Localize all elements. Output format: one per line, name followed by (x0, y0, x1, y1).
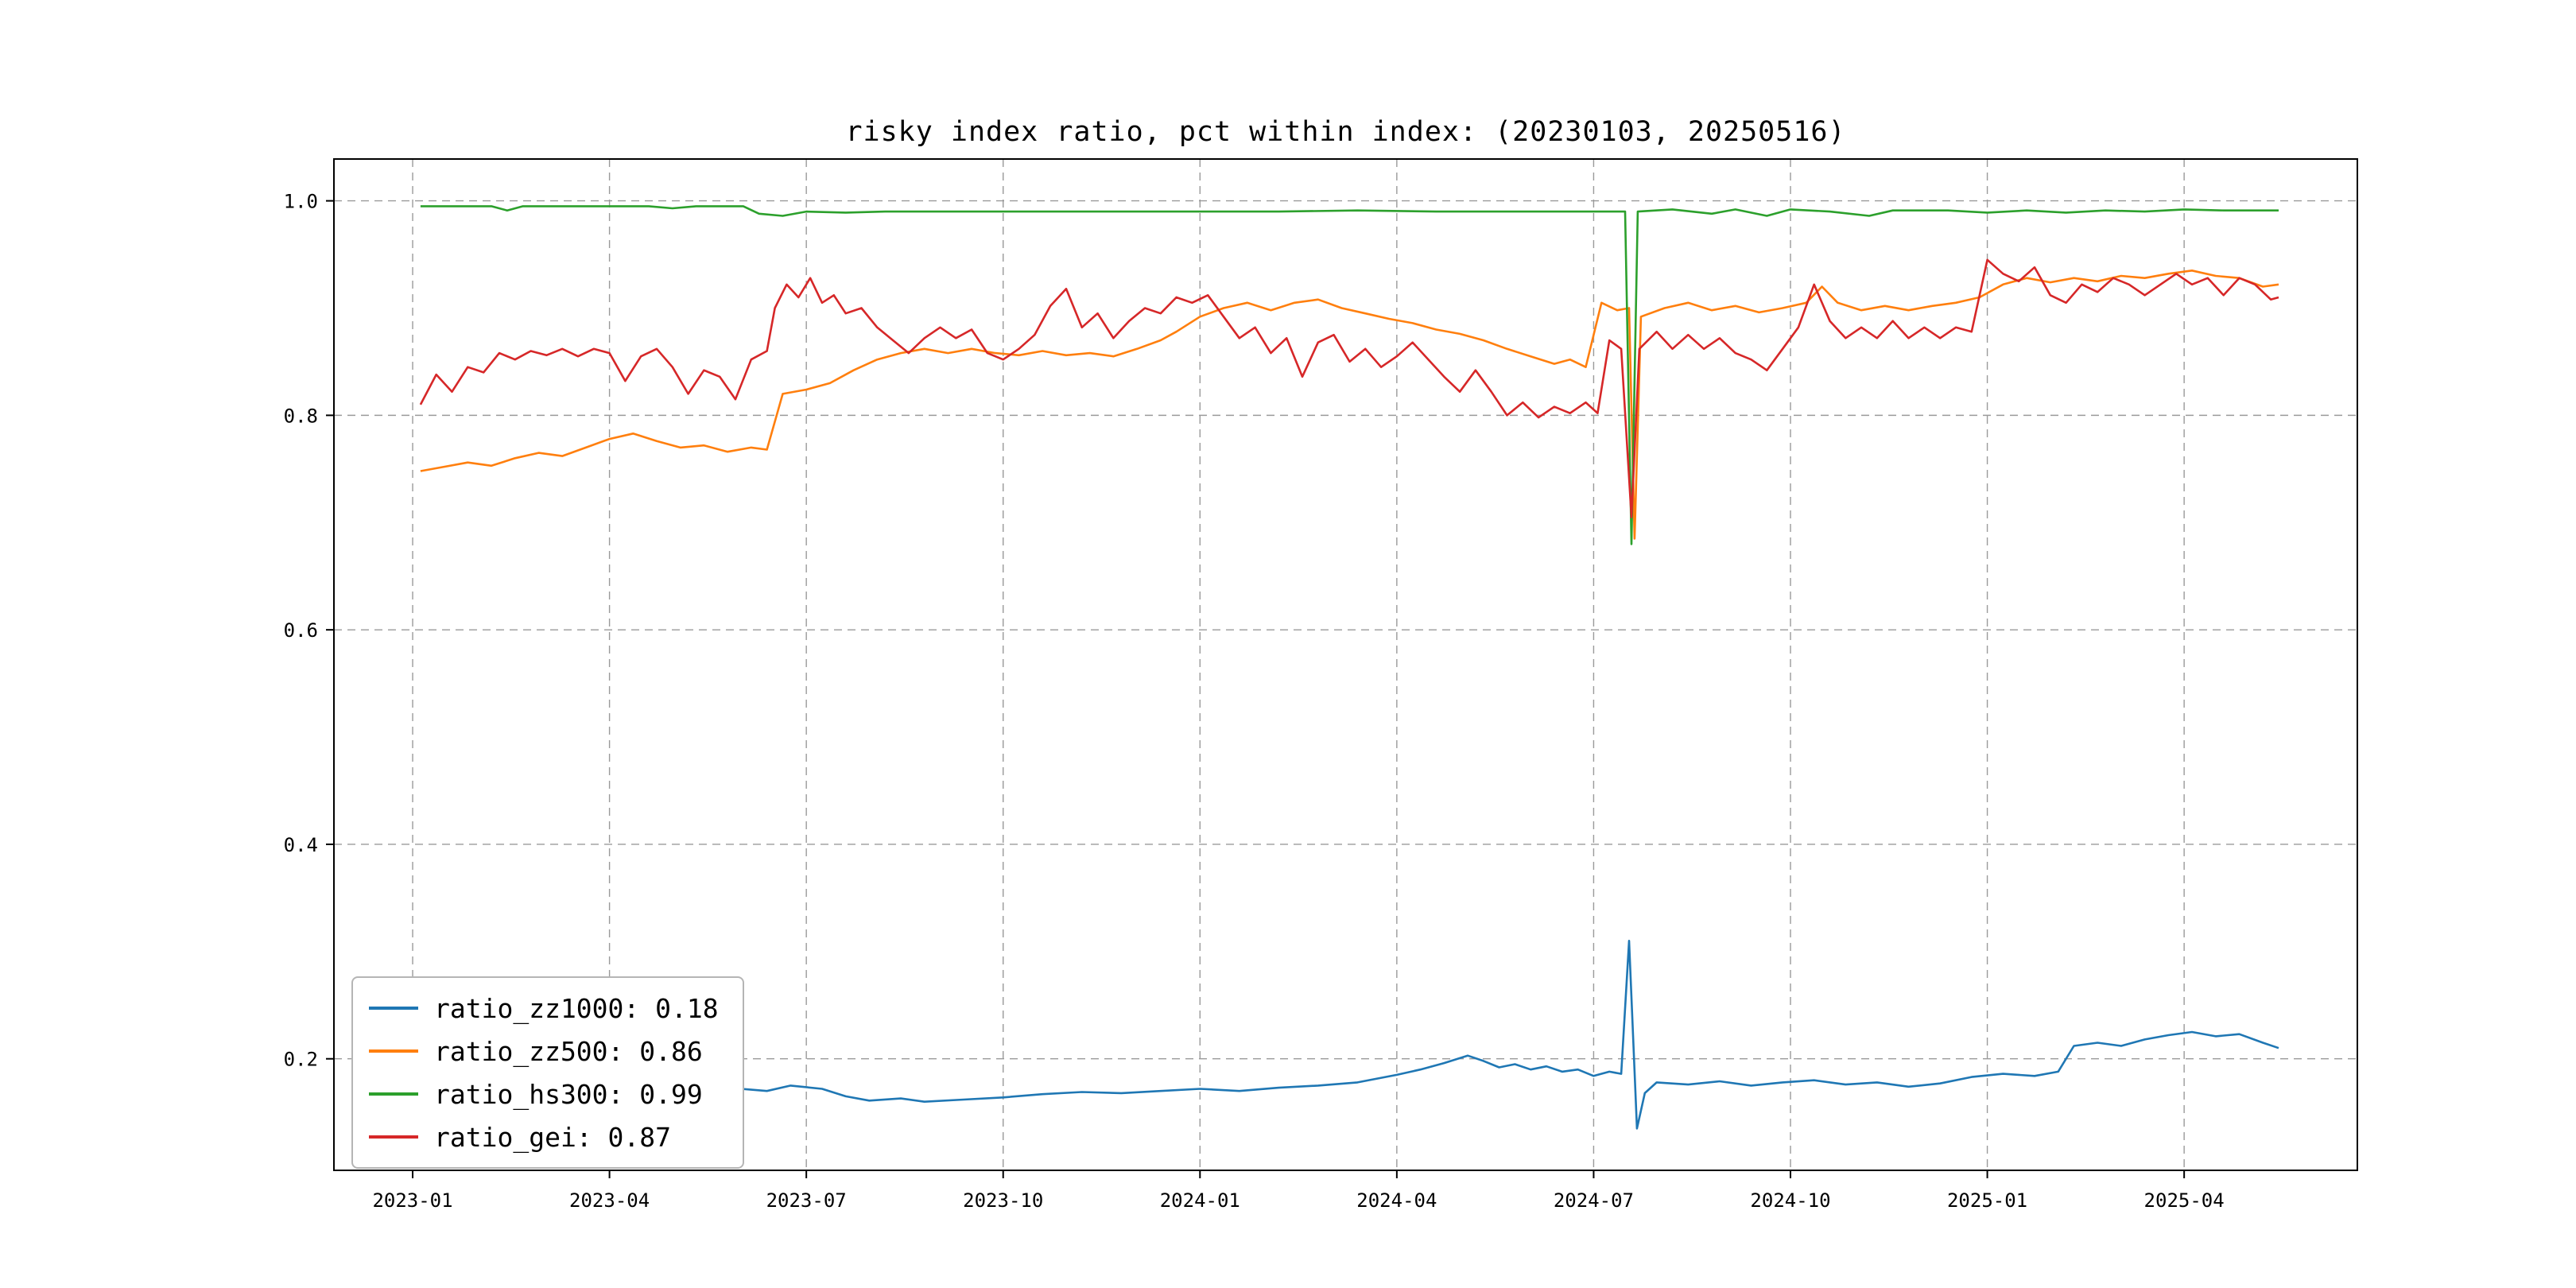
x-tick-label: 2024-01 (1160, 1189, 1240, 1212)
legend-line-swatch-ratio_gei (369, 1135, 418, 1139)
chart-title: risky index ratio, pct within index: (20… (845, 116, 1846, 148)
legend-item-ratio_zz1000: ratio_zz1000: 0.18 (369, 989, 719, 1027)
x-tick-label: 2024-10 (1750, 1189, 1830, 1212)
y-tick-label: 0.6 (284, 619, 318, 642)
legend-label: ratio_hs300: 0.99 (434, 1078, 703, 1110)
legend-line-swatch-ratio_hs300 (369, 1092, 418, 1096)
series-line-ratio_hs300 (420, 205, 2279, 545)
legend-line-swatch-ratio_zz1000 (369, 1007, 418, 1010)
x-tick-label: 2025-01 (1947, 1189, 2027, 1212)
series-line-ratio_zz1000 (420, 940, 2279, 1130)
legend-line-swatch-ratio_zz500 (369, 1049, 418, 1053)
legend-item-ratio_hs300: ratio_hs300: 0.99 (369, 1075, 719, 1113)
x-tick-label: 2025-04 (2144, 1189, 2225, 1212)
legend-label: ratio_gei: 0.87 (434, 1121, 672, 1153)
x-tick-label: 2023-10 (963, 1189, 1043, 1212)
legend-label: ratio_zz1000: 0.18 (434, 992, 719, 1024)
legend-item-ratio_zz500: ratio_zz500: 0.86 (369, 1032, 719, 1070)
y-tick-label: 0.8 (284, 405, 318, 427)
x-tick-label: 2023-07 (766, 1189, 847, 1212)
legend-item-ratio_gei: ratio_gei: 0.87 (369, 1118, 719, 1156)
legend: ratio_zz1000: 0.18 ratio_zz500: 0.86 ratio… (351, 976, 744, 1169)
series-line-ratio_zz500 (420, 269, 2279, 540)
y-tick-label: 0.2 (284, 1049, 318, 1071)
plot-border (333, 158, 2358, 1171)
y-tick-label: 0.4 (284, 834, 318, 856)
x-tick-label: 2023-01 (372, 1189, 452, 1212)
x-tick-label: 2024-07 (1554, 1189, 1634, 1212)
x-tick-label: 2024-04 (1356, 1189, 1437, 1212)
x-tick-label: 2023-04 (569, 1189, 650, 1212)
legend-label: ratio_zz500: 0.86 (434, 1035, 703, 1067)
series-line-ratio_gei (419, 258, 2279, 518)
y-tick-label: 1.0 (284, 191, 318, 213)
